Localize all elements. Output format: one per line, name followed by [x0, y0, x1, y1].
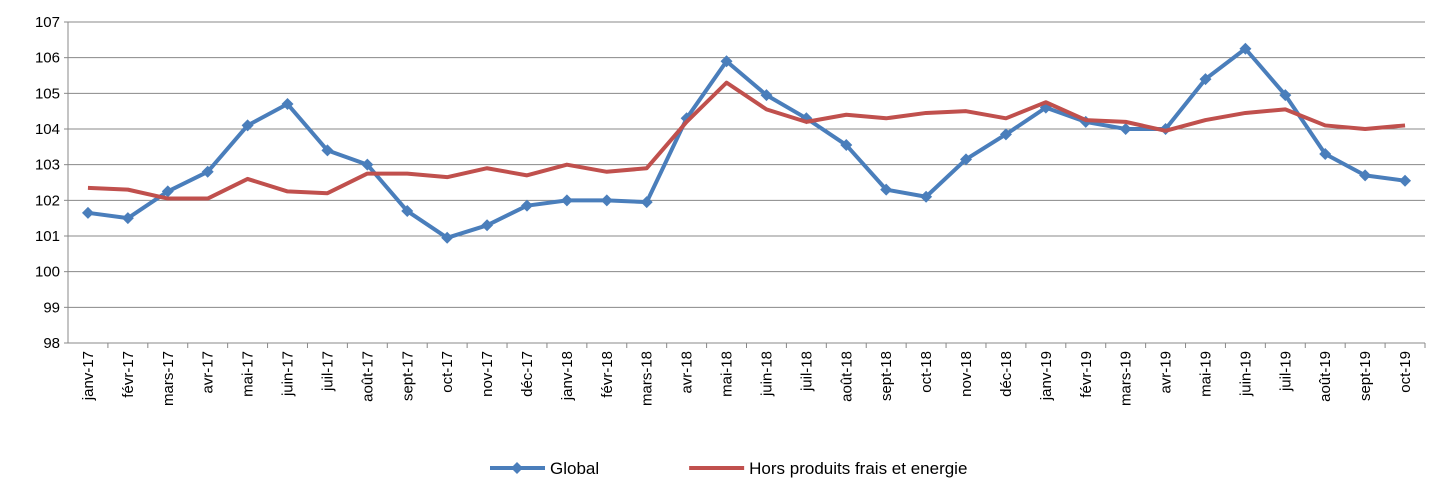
point-marker [201, 165, 214, 178]
y-tick-label: 103 [35, 157, 60, 174]
x-tick-label: déc-18 [998, 351, 1015, 397]
y-tick-label: 104 [35, 121, 60, 138]
y-tick-label: 101 [35, 228, 60, 245]
point-marker [1319, 147, 1332, 160]
x-tick-label: oct-19 [1397, 351, 1414, 393]
point-marker [121, 212, 134, 225]
y-tick-label: 107 [35, 14, 60, 31]
x-tick-label: oct-18 [918, 351, 935, 393]
point-marker [441, 231, 454, 244]
point-marker [1399, 174, 1412, 187]
y-tick-label: 102 [35, 192, 60, 209]
point-marker [281, 98, 294, 111]
x-tick-label: févr-19 [1078, 351, 1095, 398]
x-tick-label: juil-18 [798, 351, 815, 392]
x-tick-label: avr-17 [200, 351, 217, 394]
x-tick-label: avr-18 [679, 351, 696, 394]
legend-label: Global [550, 459, 599, 478]
y-tick-label: 98 [43, 335, 60, 352]
y-tick-label: 100 [35, 264, 60, 281]
point-marker [999, 128, 1012, 141]
x-tick-label: mars-17 [160, 351, 177, 406]
x-tick-label: août-18 [838, 351, 855, 402]
x-tick-label: déc-17 [519, 351, 536, 397]
x-tick-label: mars-18 [639, 351, 656, 406]
x-tick-label: oct-17 [439, 351, 456, 393]
point-marker [401, 205, 414, 218]
legend-marker [511, 462, 523, 474]
legend-item: Hors produits frais et energie [689, 459, 967, 478]
point-marker [1119, 123, 1132, 135]
x-tick-label: juin-18 [758, 351, 775, 397]
point-marker [1199, 73, 1212, 86]
x-tick-label: juil-17 [319, 351, 336, 392]
y-tick-label: 106 [35, 50, 60, 67]
point-marker [481, 219, 494, 232]
x-tick-label: août-19 [1317, 351, 1334, 402]
point-marker [560, 194, 573, 207]
x-tick-label: févr-18 [599, 351, 616, 398]
series-line [87, 46, 1406, 240]
point-marker [720, 55, 733, 68]
x-tick-label: nov-18 [958, 351, 975, 397]
point-marker [321, 144, 334, 157]
x-tick-label: janv-19 [1038, 351, 1055, 401]
point-marker [81, 206, 94, 219]
legend-label: Hors produits frais et energie [749, 459, 967, 478]
point-marker [520, 199, 533, 212]
x-tick-label: mai-18 [719, 351, 736, 397]
y-tick-label: 105 [35, 85, 60, 102]
point-marker [880, 183, 893, 196]
x-tick-label: juin-19 [1237, 351, 1254, 397]
x-tick-label: mai-17 [240, 351, 257, 397]
point-marker [960, 153, 973, 166]
x-tick-label: janv-17 [80, 351, 97, 401]
y-tick-label: 99 [43, 299, 60, 316]
point-marker [1239, 42, 1252, 55]
x-tick-label: sept-17 [399, 351, 416, 401]
point-marker [361, 158, 374, 171]
x-tick-label: févr-17 [120, 351, 137, 398]
series-line [87, 80, 1406, 201]
x-tick-label: avr-19 [1158, 351, 1175, 394]
x-tick-label: sept-18 [878, 351, 895, 401]
x-tick-label: sept-19 [1357, 351, 1374, 401]
point-marker [161, 185, 174, 198]
legend-item: Global [490, 459, 599, 478]
point-marker [920, 190, 933, 203]
point-marker [760, 89, 773, 102]
point-marker [241, 119, 254, 132]
x-tick-label: juin-17 [280, 351, 297, 397]
x-tick-label: juil-19 [1277, 351, 1294, 392]
x-tick-label: nov-17 [479, 351, 496, 397]
x-tick-label: août-17 [359, 351, 376, 402]
x-tick-label: mai-19 [1197, 351, 1214, 397]
point-marker [1359, 169, 1372, 182]
point-marker [600, 194, 613, 207]
x-tick-label: mars-19 [1118, 351, 1135, 406]
point-marker [640, 196, 653, 209]
point-marker [1279, 89, 1292, 102]
point-marker [840, 139, 853, 152]
x-tick-label: janv-18 [559, 351, 576, 401]
